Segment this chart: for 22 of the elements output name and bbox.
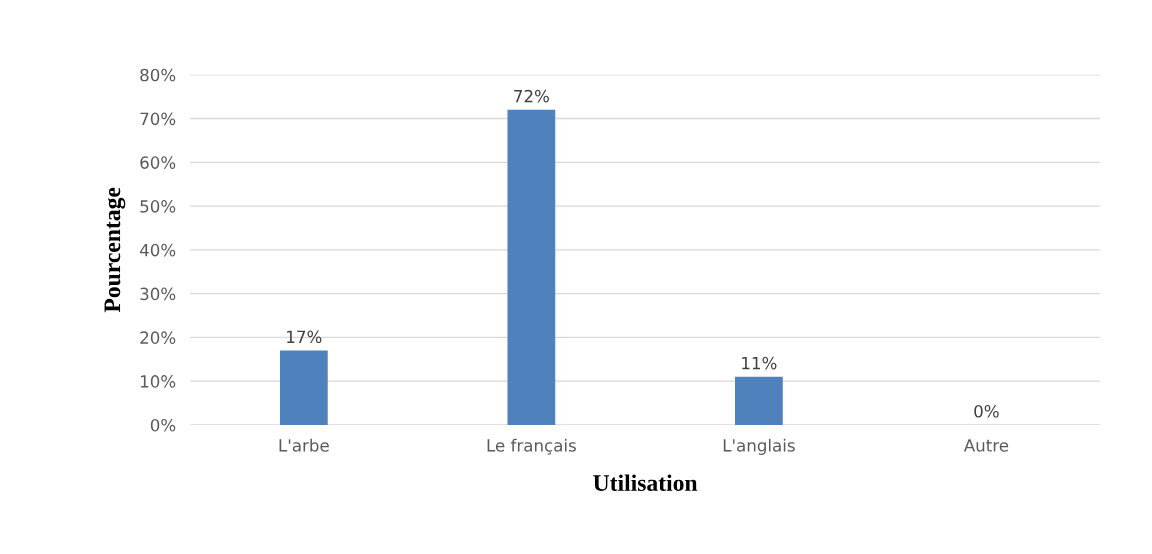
data-label: 17% bbox=[287, 330, 322, 344]
y-tick-label: 30% bbox=[140, 287, 176, 301]
bar bbox=[734, 376, 783, 425]
x-tick-label: L'anglais bbox=[723, 438, 795, 455]
data-label: 0% bbox=[974, 404, 999, 418]
data-label: 11% bbox=[742, 356, 777, 370]
bar bbox=[507, 109, 556, 425]
x-tick-label: L'arbe bbox=[279, 438, 329, 452]
y-tick-label: 20% bbox=[140, 331, 176, 344]
x-axis-title: Utilisation bbox=[593, 474, 698, 491]
y-tick-label: 80% bbox=[140, 68, 176, 82]
y-tick-label: 50% bbox=[140, 200, 176, 213]
y-tick-label: 0% bbox=[150, 418, 176, 432]
y-tick-label: 70% bbox=[140, 112, 176, 126]
y-tick-label: 10% bbox=[140, 375, 176, 388]
data-label: 72% bbox=[514, 89, 549, 103]
y-tick-label: 40% bbox=[139, 243, 176, 257]
x-tick-label: Autre bbox=[963, 439, 1009, 452]
x-tick-label: Le français bbox=[487, 438, 576, 455]
y-tick-label: 60% bbox=[140, 156, 176, 169]
bar bbox=[279, 350, 328, 425]
y-axis-title: Pourcentage bbox=[104, 187, 126, 313]
